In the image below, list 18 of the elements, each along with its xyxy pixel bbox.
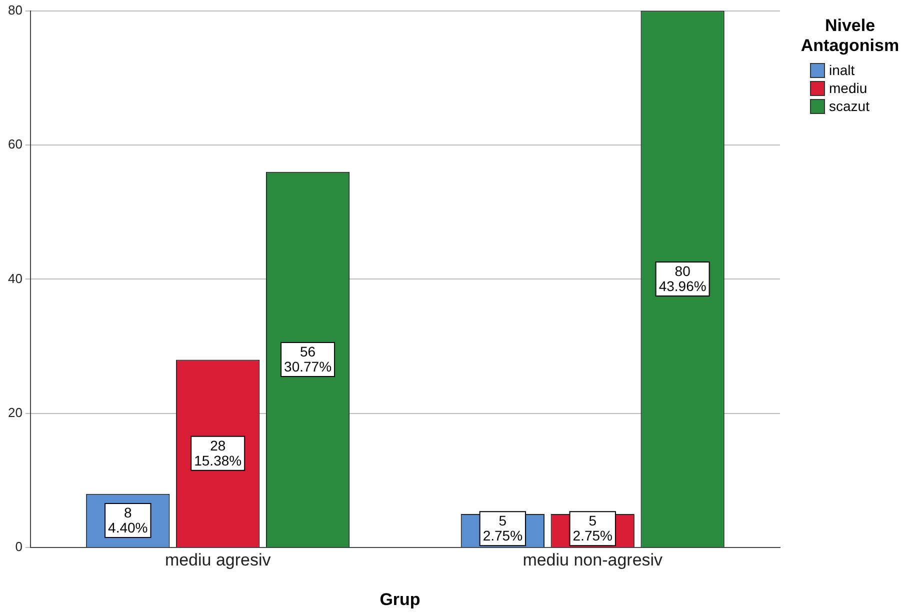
data-label: 5 2.75% (482, 512, 523, 544)
x-axis-title: Grup (378, 590, 422, 610)
legend-label: scazut (829, 98, 870, 114)
legend-label: mediu (829, 80, 868, 96)
legend-title: Nivele Antagonism (800, 16, 900, 56)
data-label: 56 30.77% (284, 343, 332, 374)
data-label: 28 15.38% (194, 437, 242, 468)
data-label: 80 43.96% (658, 262, 706, 294)
y-tick-label: 60 (8, 136, 22, 152)
data-label: 8 4.40% (108, 504, 148, 536)
legend-label: inalt (829, 62, 855, 78)
x-tick-label: mediu non-agresiv (522, 550, 664, 570)
x-tick-label: mediu agresiv (164, 550, 272, 570)
y-tick-label: 20 (8, 404, 22, 420)
y-tick-label: 0 (15, 539, 22, 554)
data-label: 5 2.75% (572, 512, 612, 544)
y-tick-label: 40 (8, 270, 22, 286)
y-tick-label: 80 (8, 2, 22, 18)
